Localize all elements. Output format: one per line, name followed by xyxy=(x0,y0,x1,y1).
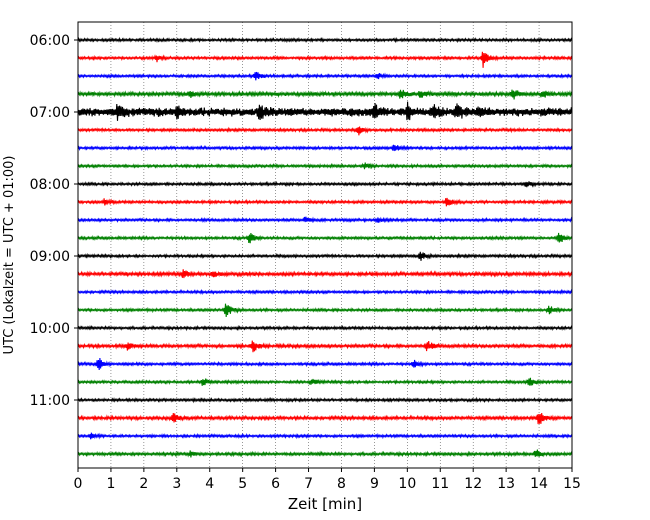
y-tick-label: 06:00 xyxy=(30,33,70,49)
x-tick-label: 14 xyxy=(530,476,548,492)
y-tick-label: 09:00 xyxy=(30,249,70,265)
trace-1045 xyxy=(77,377,573,386)
y-axis-label: UTC (Lokalzeit = UTC + 01:00) xyxy=(2,156,17,355)
plot-frame xyxy=(77,21,573,469)
trace-0730 xyxy=(77,144,573,152)
x-tick-label: 5 xyxy=(238,476,247,492)
x-tick-label: 13 xyxy=(497,476,515,492)
x-tick-label: 12 xyxy=(464,476,482,492)
x-tick-label: 3 xyxy=(172,476,181,492)
trace-1130 xyxy=(77,432,573,440)
trace-0915 xyxy=(77,269,573,279)
y-axis-ticks: 06:00 07:00 08:00 09:00 10:00 11:00 xyxy=(30,33,78,409)
x-tick-label: 9 xyxy=(370,476,379,492)
trace-1000 xyxy=(77,324,573,332)
trace-1145 xyxy=(77,449,573,458)
y-tick-label: 10:00 xyxy=(30,321,70,337)
trace-1115 xyxy=(77,413,573,425)
trace-0900 xyxy=(77,251,573,261)
y-tick-label: 11:00 xyxy=(30,393,70,409)
x-tick-label: 15 xyxy=(563,476,581,492)
x-axis-label: Zeit [min] xyxy=(288,495,362,513)
y-tick-label: 08:00 xyxy=(30,177,70,193)
x-tick-label: 11 xyxy=(431,476,449,492)
trace-1030 xyxy=(77,357,573,371)
x-tick-label: 7 xyxy=(304,476,313,492)
trace-0700 xyxy=(77,101,573,121)
trace-0630 xyxy=(77,71,573,81)
x-tick-label: 0 xyxy=(74,476,83,492)
trace-0845 xyxy=(77,232,573,244)
trace-0615 xyxy=(77,51,573,68)
trace-1015 xyxy=(77,340,573,353)
trace-0815 xyxy=(77,197,573,207)
x-axis-ticks: 0 1 2 3 4 5 6 7 8 9 10 11 12 13 14 15 xyxy=(74,468,581,492)
trace-0645 xyxy=(77,89,573,100)
trace-0830 xyxy=(77,216,573,224)
x-tick-label: 1 xyxy=(106,476,115,492)
trace-0745 xyxy=(77,162,573,170)
trace-0600 xyxy=(77,36,573,44)
x-tick-label: 2 xyxy=(139,476,148,492)
x-tick-label: 8 xyxy=(337,476,346,492)
y-tick-label: 07:00 xyxy=(30,105,70,121)
x-tick-label: 6 xyxy=(271,476,280,492)
trace-1100 xyxy=(77,396,573,404)
trace-0945 xyxy=(77,303,573,318)
x-tick-label: 4 xyxy=(205,476,214,492)
trace-0715 xyxy=(77,126,573,136)
trace-0930 xyxy=(77,288,573,296)
trace-0800 xyxy=(77,180,573,188)
x-tick-label: 10 xyxy=(398,476,416,492)
seismic-traces xyxy=(77,36,573,458)
